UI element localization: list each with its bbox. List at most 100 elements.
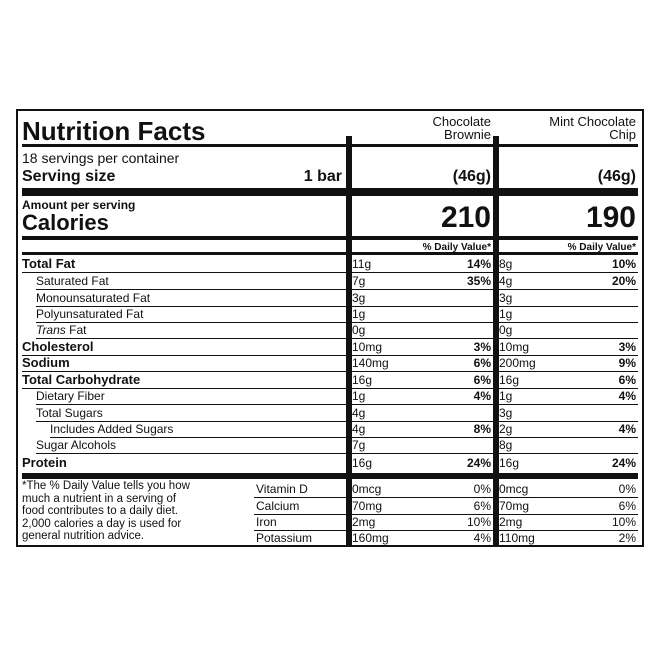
nutrient-label: Total Fat	[22, 256, 76, 271]
column-1-calories: 210	[440, 201, 491, 234]
column-1-vitamin-daily-value: 10%	[466, 515, 491, 529]
nutrient-label-italic: Trans	[36, 323, 66, 337]
nutrient-label: Total Carbohydrate	[22, 372, 141, 387]
footnote-line: food contributes to a daily diet.	[22, 505, 178, 517]
column-1-daily-value: 6%	[473, 373, 491, 387]
nutrition-facts-panel: Nutrition Facts Chocolate Brownie Mint C…	[16, 109, 644, 547]
column-2-daily-value: 10%	[611, 257, 636, 271]
column-1-vitamin-amount: 0mcg	[352, 482, 382, 496]
column-2-amount: 0g	[499, 323, 513, 337]
column-2-amount: 200mg	[499, 356, 536, 370]
column-2-amount: 3g	[499, 406, 513, 420]
column-1-amount: 4g	[352, 406, 366, 420]
calories-label: Calories	[22, 210, 109, 235]
rule-calories	[22, 236, 638, 240]
column-2-dv-header: % Daily Value*	[567, 242, 636, 253]
column-1-amount: 1g	[352, 307, 366, 321]
column-1-name-line2: Brownie	[444, 127, 491, 142]
column-divider-2	[493, 136, 499, 547]
column-2-vitamin-daily-value: 0%	[618, 482, 636, 496]
column-2-amount: 16g	[499, 456, 520, 470]
column-2-name-line2: Chip	[609, 127, 636, 142]
nutrient-label: Total Sugars	[36, 406, 103, 420]
footnote-line: 2,000 calories a day is used for	[22, 517, 182, 530]
column-2-daily-value: 6%	[618, 373, 636, 387]
column-2-daily-value: 4%	[618, 389, 636, 403]
nutrient-label: Sugar Alcohols	[36, 438, 117, 452]
column-1-amount: 16g	[352, 373, 373, 387]
nutrient-label: Monounsaturated Fat	[36, 291, 151, 305]
column-2-daily-value: 20%	[611, 274, 636, 288]
column-2-amount: 1g	[499, 389, 513, 403]
column-2-vitamin-daily-value: 6%	[618, 499, 636, 513]
column-1-daily-value: 14%	[466, 257, 491, 271]
vitamin-label: Vitamin D	[256, 482, 308, 496]
vitamin-row-divider	[254, 530, 638, 531]
row-divider	[36, 421, 638, 422]
nutrient-label: Dietary Fiber	[36, 389, 105, 403]
column-2-amount: 3g	[499, 291, 513, 305]
column-1-amount: 4g	[352, 422, 366, 436]
column-1-daily-value: 35%	[466, 274, 491, 288]
row-divider	[36, 306, 638, 307]
nutrient-label: Trans Fat	[36, 323, 86, 337]
serving-size-value: 1 bar	[303, 168, 342, 185]
column-1-amount: 7g	[352, 438, 366, 452]
column-1-serving-weight: (46g)	[452, 168, 491, 185]
row-divider	[50, 437, 638, 438]
column-1-dv-header: % Daily Value*	[422, 242, 491, 253]
vitamin-row-divider	[254, 497, 638, 498]
column-2-amount: 8g	[499, 438, 513, 452]
amount-per-serving: Amount per serving	[22, 198, 136, 212]
nutrient-label: Polyunsaturated Fat	[36, 307, 144, 321]
column-1-amount: 3g	[352, 291, 366, 305]
column-1-daily-value: 4%	[473, 389, 491, 403]
column-1-amount: 140mg	[352, 356, 389, 370]
column-2-calories: 190	[585, 201, 636, 234]
footnote-line: much a nutrient in a serving of	[22, 492, 177, 505]
column-2-vitamin-daily-value: 2%	[618, 531, 636, 545]
nutrient-label: Saturated Fat	[36, 274, 109, 288]
column-2-vitamin-amount: 2mg	[499, 515, 523, 529]
column-divider-1	[346, 136, 352, 547]
column-2-vitamin-daily-value: 10%	[611, 515, 636, 529]
nutrient-label: Cholesterol	[22, 339, 94, 354]
column-2-amount: 16g	[499, 373, 520, 387]
column-1-daily-value: 6%	[473, 356, 491, 370]
column-1-vitamin-daily-value: 0%	[473, 482, 491, 496]
nutrient-label: Sodium	[22, 355, 70, 370]
column-1-daily-value: 8%	[473, 422, 491, 436]
footnote: *The % Daily Value tells you how much a …	[22, 480, 190, 543]
row-divider	[22, 388, 638, 389]
rule-nutrients-top	[22, 252, 638, 255]
column-1-vitamin-amount: 70mg	[352, 499, 383, 513]
row-divider	[36, 338, 638, 339]
column-1-daily-value: 3%	[473, 340, 491, 354]
row-divider	[22, 272, 638, 273]
nutrient-label: Protein	[22, 455, 67, 470]
column-2-amount: 8g	[499, 257, 513, 271]
label-title: Nutrition Facts	[22, 116, 206, 146]
row-divider	[36, 322, 638, 323]
column-2-amount: 4g	[499, 274, 513, 288]
column-2-name-line1: Mint Chocolate	[549, 114, 636, 129]
row-divider	[36, 453, 638, 454]
column-1-amount: 0g	[352, 323, 366, 337]
nutrient-label: Includes Added Sugars	[50, 422, 174, 436]
column-2-amount: 10mg	[499, 340, 530, 354]
column-1-daily-value: 24%	[466, 456, 491, 470]
row-divider	[36, 404, 638, 405]
nutrient-label-text: Fat	[65, 323, 87, 337]
row-divider	[36, 289, 638, 290]
column-1-vitamin-daily-value: 6%	[473, 499, 491, 513]
column-2-amount: 2g	[499, 422, 513, 436]
column-2-daily-value: 4%	[618, 422, 636, 436]
rule-serving	[22, 188, 638, 196]
vitamin-label: Potassium	[256, 531, 313, 545]
servings-per-container: 18 servings per container	[22, 150, 180, 166]
column-2-vitamin-amount: 110mg	[499, 531, 535, 545]
serving-size-label: Serving size	[22, 168, 116, 185]
column-2-daily-value: 24%	[611, 456, 636, 470]
column-1-amount: 7g	[352, 274, 366, 288]
column-1-name-line1: Chocolate	[432, 114, 491, 129]
